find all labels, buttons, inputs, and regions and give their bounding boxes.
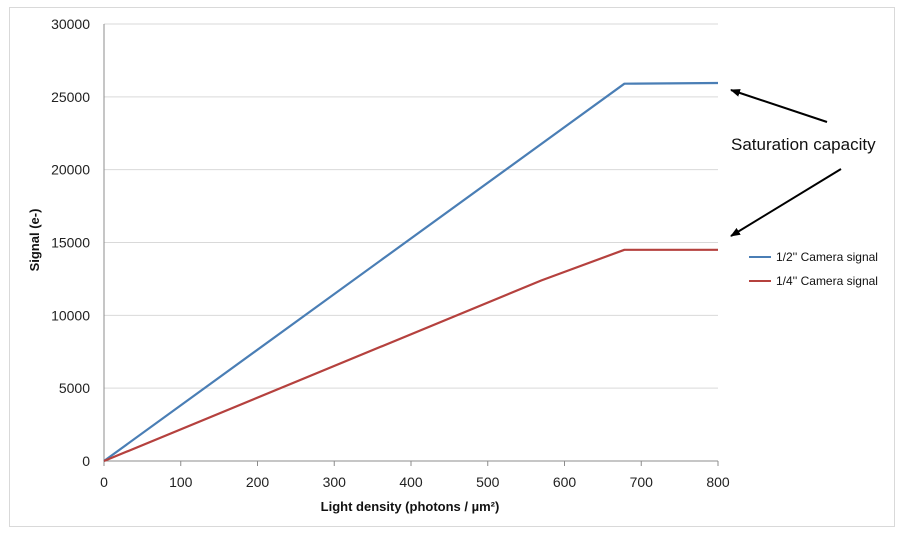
x-tick-label: 500 bbox=[476, 474, 500, 490]
y-tick-label: 30000 bbox=[51, 16, 90, 32]
legend: 1/2'' Camera signal 1/4'' Camera signal bbox=[749, 250, 878, 288]
legend-label-half-inch: 1/2'' Camera signal bbox=[776, 250, 878, 264]
y-tick-label: 0 bbox=[82, 453, 90, 469]
x-tick-label: 800 bbox=[706, 474, 730, 490]
y-tick-label: 15000 bbox=[51, 235, 90, 251]
y-tick-label: 20000 bbox=[51, 162, 90, 178]
y-tick-label: 10000 bbox=[51, 307, 90, 323]
y-tick-labels: 0 5000 10000 15000 20000 25000 30000 bbox=[51, 16, 90, 469]
series-line-0 bbox=[103, 81, 719, 462]
x-tick-label: 300 bbox=[323, 474, 347, 490]
x-tick-labels: 0 100 200 300 400 500 600 700 800 bbox=[100, 474, 730, 490]
saturation-annotation: Saturation capacity bbox=[730, 89, 876, 237]
series-line-1 bbox=[103, 248, 718, 463]
axes bbox=[103, 24, 719, 466]
y-tick-label: 25000 bbox=[51, 89, 90, 105]
arrow-to-quarter-inch-plateau bbox=[730, 168, 842, 237]
x-tick-label: 600 bbox=[553, 474, 577, 490]
legend-label-quarter-inch: 1/4'' Camera signal bbox=[776, 274, 878, 288]
x-tick-label: 200 bbox=[246, 474, 270, 490]
arrow-to-half-inch-plateau bbox=[730, 89, 828, 123]
y-axis-title: Signal (e-) bbox=[27, 209, 42, 272]
series-lines bbox=[103, 81, 719, 463]
x-axis-title: Light density (photons / µm²) bbox=[321, 499, 500, 514]
x-tick-label: 700 bbox=[630, 474, 654, 490]
x-tick-label: 400 bbox=[399, 474, 423, 490]
y-tick-label: 5000 bbox=[59, 380, 90, 396]
gridlines bbox=[104, 23, 718, 389]
x-tick-label: 0 bbox=[100, 474, 108, 490]
saturation-capacity-label: Saturation capacity bbox=[731, 135, 876, 154]
x-tick-label: 100 bbox=[169, 474, 193, 490]
